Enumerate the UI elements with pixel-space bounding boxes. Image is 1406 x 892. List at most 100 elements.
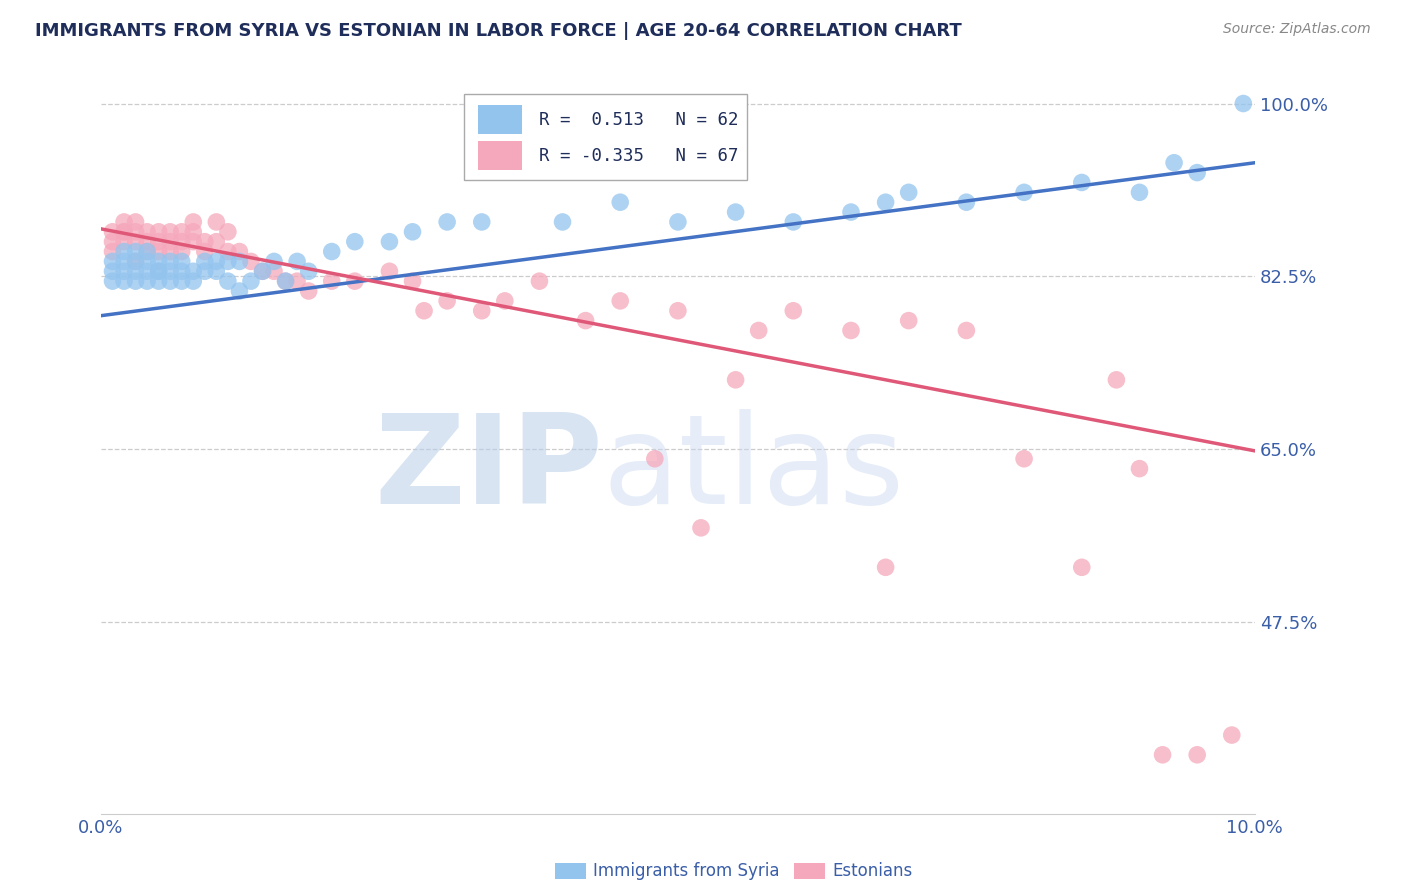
Point bbox=[609, 195, 631, 210]
Point bbox=[101, 274, 124, 288]
Point bbox=[1185, 166, 1208, 180]
Point bbox=[148, 264, 170, 278]
Point bbox=[263, 254, 285, 268]
Point bbox=[239, 254, 262, 268]
Point bbox=[252, 264, 274, 278]
Point bbox=[494, 293, 516, 308]
Point bbox=[205, 235, 228, 249]
Point bbox=[181, 264, 204, 278]
Text: ZIP: ZIP bbox=[374, 409, 603, 530]
Point bbox=[228, 244, 250, 259]
Point bbox=[159, 274, 181, 288]
Point bbox=[955, 323, 977, 337]
Point bbox=[551, 215, 574, 229]
Point bbox=[112, 235, 135, 249]
Point bbox=[378, 264, 401, 278]
Point bbox=[205, 254, 228, 268]
Point bbox=[205, 215, 228, 229]
Point bbox=[181, 235, 204, 249]
Point bbox=[644, 451, 666, 466]
Point bbox=[112, 225, 135, 239]
Point bbox=[112, 264, 135, 278]
Point bbox=[124, 254, 146, 268]
Point bbox=[343, 274, 366, 288]
Point bbox=[159, 254, 181, 268]
Text: R =  0.513   N = 62: R = 0.513 N = 62 bbox=[540, 111, 740, 128]
Point bbox=[378, 235, 401, 249]
Point bbox=[101, 235, 124, 249]
FancyBboxPatch shape bbox=[478, 105, 522, 134]
Text: R = -0.335   N = 67: R = -0.335 N = 67 bbox=[540, 146, 740, 164]
Point bbox=[112, 274, 135, 288]
Text: atlas: atlas bbox=[603, 409, 905, 530]
Point bbox=[724, 373, 747, 387]
Point bbox=[690, 521, 713, 535]
Text: Estonians: Estonians bbox=[832, 862, 912, 880]
Point bbox=[101, 244, 124, 259]
Point bbox=[112, 244, 135, 259]
Point bbox=[181, 225, 204, 239]
Point bbox=[170, 225, 193, 239]
Point bbox=[529, 274, 551, 288]
Point bbox=[1220, 728, 1243, 742]
Point bbox=[609, 293, 631, 308]
Point bbox=[124, 225, 146, 239]
Point bbox=[321, 274, 343, 288]
Text: IMMIGRANTS FROM SYRIA VS ESTONIAN IN LABOR FORCE | AGE 20-64 CORRELATION CHART: IMMIGRANTS FROM SYRIA VS ESTONIAN IN LAB… bbox=[35, 22, 962, 40]
Point bbox=[321, 244, 343, 259]
Point bbox=[217, 225, 239, 239]
Point bbox=[112, 215, 135, 229]
FancyBboxPatch shape bbox=[464, 94, 747, 180]
Point bbox=[124, 215, 146, 229]
Point bbox=[1232, 96, 1254, 111]
Point bbox=[298, 264, 321, 278]
Point bbox=[782, 215, 804, 229]
Point bbox=[194, 264, 217, 278]
Point bbox=[112, 225, 135, 239]
Point bbox=[1152, 747, 1174, 762]
Point bbox=[875, 560, 897, 574]
Point bbox=[148, 274, 170, 288]
Point bbox=[194, 254, 217, 268]
Point bbox=[471, 303, 494, 318]
Point bbox=[124, 264, 146, 278]
Point bbox=[285, 254, 308, 268]
Point bbox=[136, 264, 159, 278]
Point bbox=[159, 264, 181, 278]
Point bbox=[124, 254, 146, 268]
Point bbox=[413, 303, 436, 318]
Point bbox=[782, 303, 804, 318]
Point bbox=[136, 235, 159, 249]
Point bbox=[274, 274, 297, 288]
Point bbox=[1012, 186, 1035, 200]
Point bbox=[124, 274, 146, 288]
Point bbox=[136, 274, 159, 288]
Point bbox=[217, 274, 239, 288]
Point bbox=[471, 215, 494, 229]
Text: Immigrants from Syria: Immigrants from Syria bbox=[593, 862, 780, 880]
Point bbox=[194, 235, 217, 249]
Point bbox=[401, 225, 423, 239]
Point bbox=[148, 244, 170, 259]
Point bbox=[724, 205, 747, 219]
Point bbox=[170, 264, 193, 278]
Point bbox=[112, 254, 135, 268]
Point bbox=[136, 244, 159, 259]
Point bbox=[1070, 176, 1092, 190]
Point bbox=[148, 225, 170, 239]
Point bbox=[436, 293, 458, 308]
Point bbox=[159, 225, 181, 239]
Point bbox=[228, 254, 250, 268]
Point bbox=[148, 235, 170, 249]
Point bbox=[194, 244, 217, 259]
Point bbox=[343, 235, 366, 249]
Point bbox=[136, 225, 159, 239]
Point bbox=[101, 254, 124, 268]
Point bbox=[101, 225, 124, 239]
Point bbox=[1070, 560, 1092, 574]
Text: Source: ZipAtlas.com: Source: ZipAtlas.com bbox=[1223, 22, 1371, 37]
Point bbox=[1128, 461, 1150, 475]
Point bbox=[181, 274, 204, 288]
Point bbox=[263, 264, 285, 278]
Point bbox=[839, 205, 862, 219]
